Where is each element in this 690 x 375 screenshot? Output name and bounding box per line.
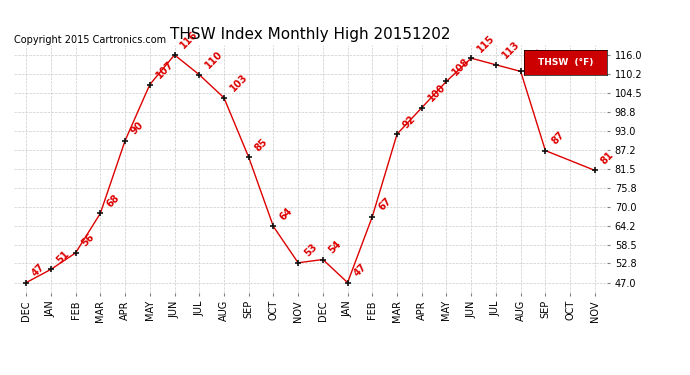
Text: 68: 68 <box>104 192 121 209</box>
Text: 64: 64 <box>277 206 294 222</box>
Text: 56: 56 <box>80 232 97 249</box>
Text: 90: 90 <box>129 120 146 136</box>
Text: 85: 85 <box>253 136 270 153</box>
Text: 107: 107 <box>154 59 175 80</box>
Text: 53: 53 <box>302 242 319 259</box>
Text: 54: 54 <box>327 239 344 255</box>
Text: 47: 47 <box>352 262 368 278</box>
Text: 81: 81 <box>599 150 615 166</box>
Text: Copyright 2015 Cartronics.com: Copyright 2015 Cartronics.com <box>14 35 166 45</box>
Text: 108: 108 <box>451 56 472 77</box>
Text: 113: 113 <box>500 39 522 61</box>
Text: 51: 51 <box>55 249 72 265</box>
Text: 110: 110 <box>204 49 225 70</box>
Text: 116: 116 <box>179 29 200 51</box>
Title: THSW Index Monthly High 20151202: THSW Index Monthly High 20151202 <box>170 27 451 42</box>
Text: 111: 111 <box>525 46 546 67</box>
Text: 47: 47 <box>30 262 47 278</box>
Text: 92: 92 <box>401 113 418 130</box>
Text: 103: 103 <box>228 72 250 94</box>
Text: 115: 115 <box>475 33 497 54</box>
Text: 67: 67 <box>377 196 393 212</box>
Text: 87: 87 <box>549 130 566 146</box>
Text: 100: 100 <box>426 82 447 104</box>
